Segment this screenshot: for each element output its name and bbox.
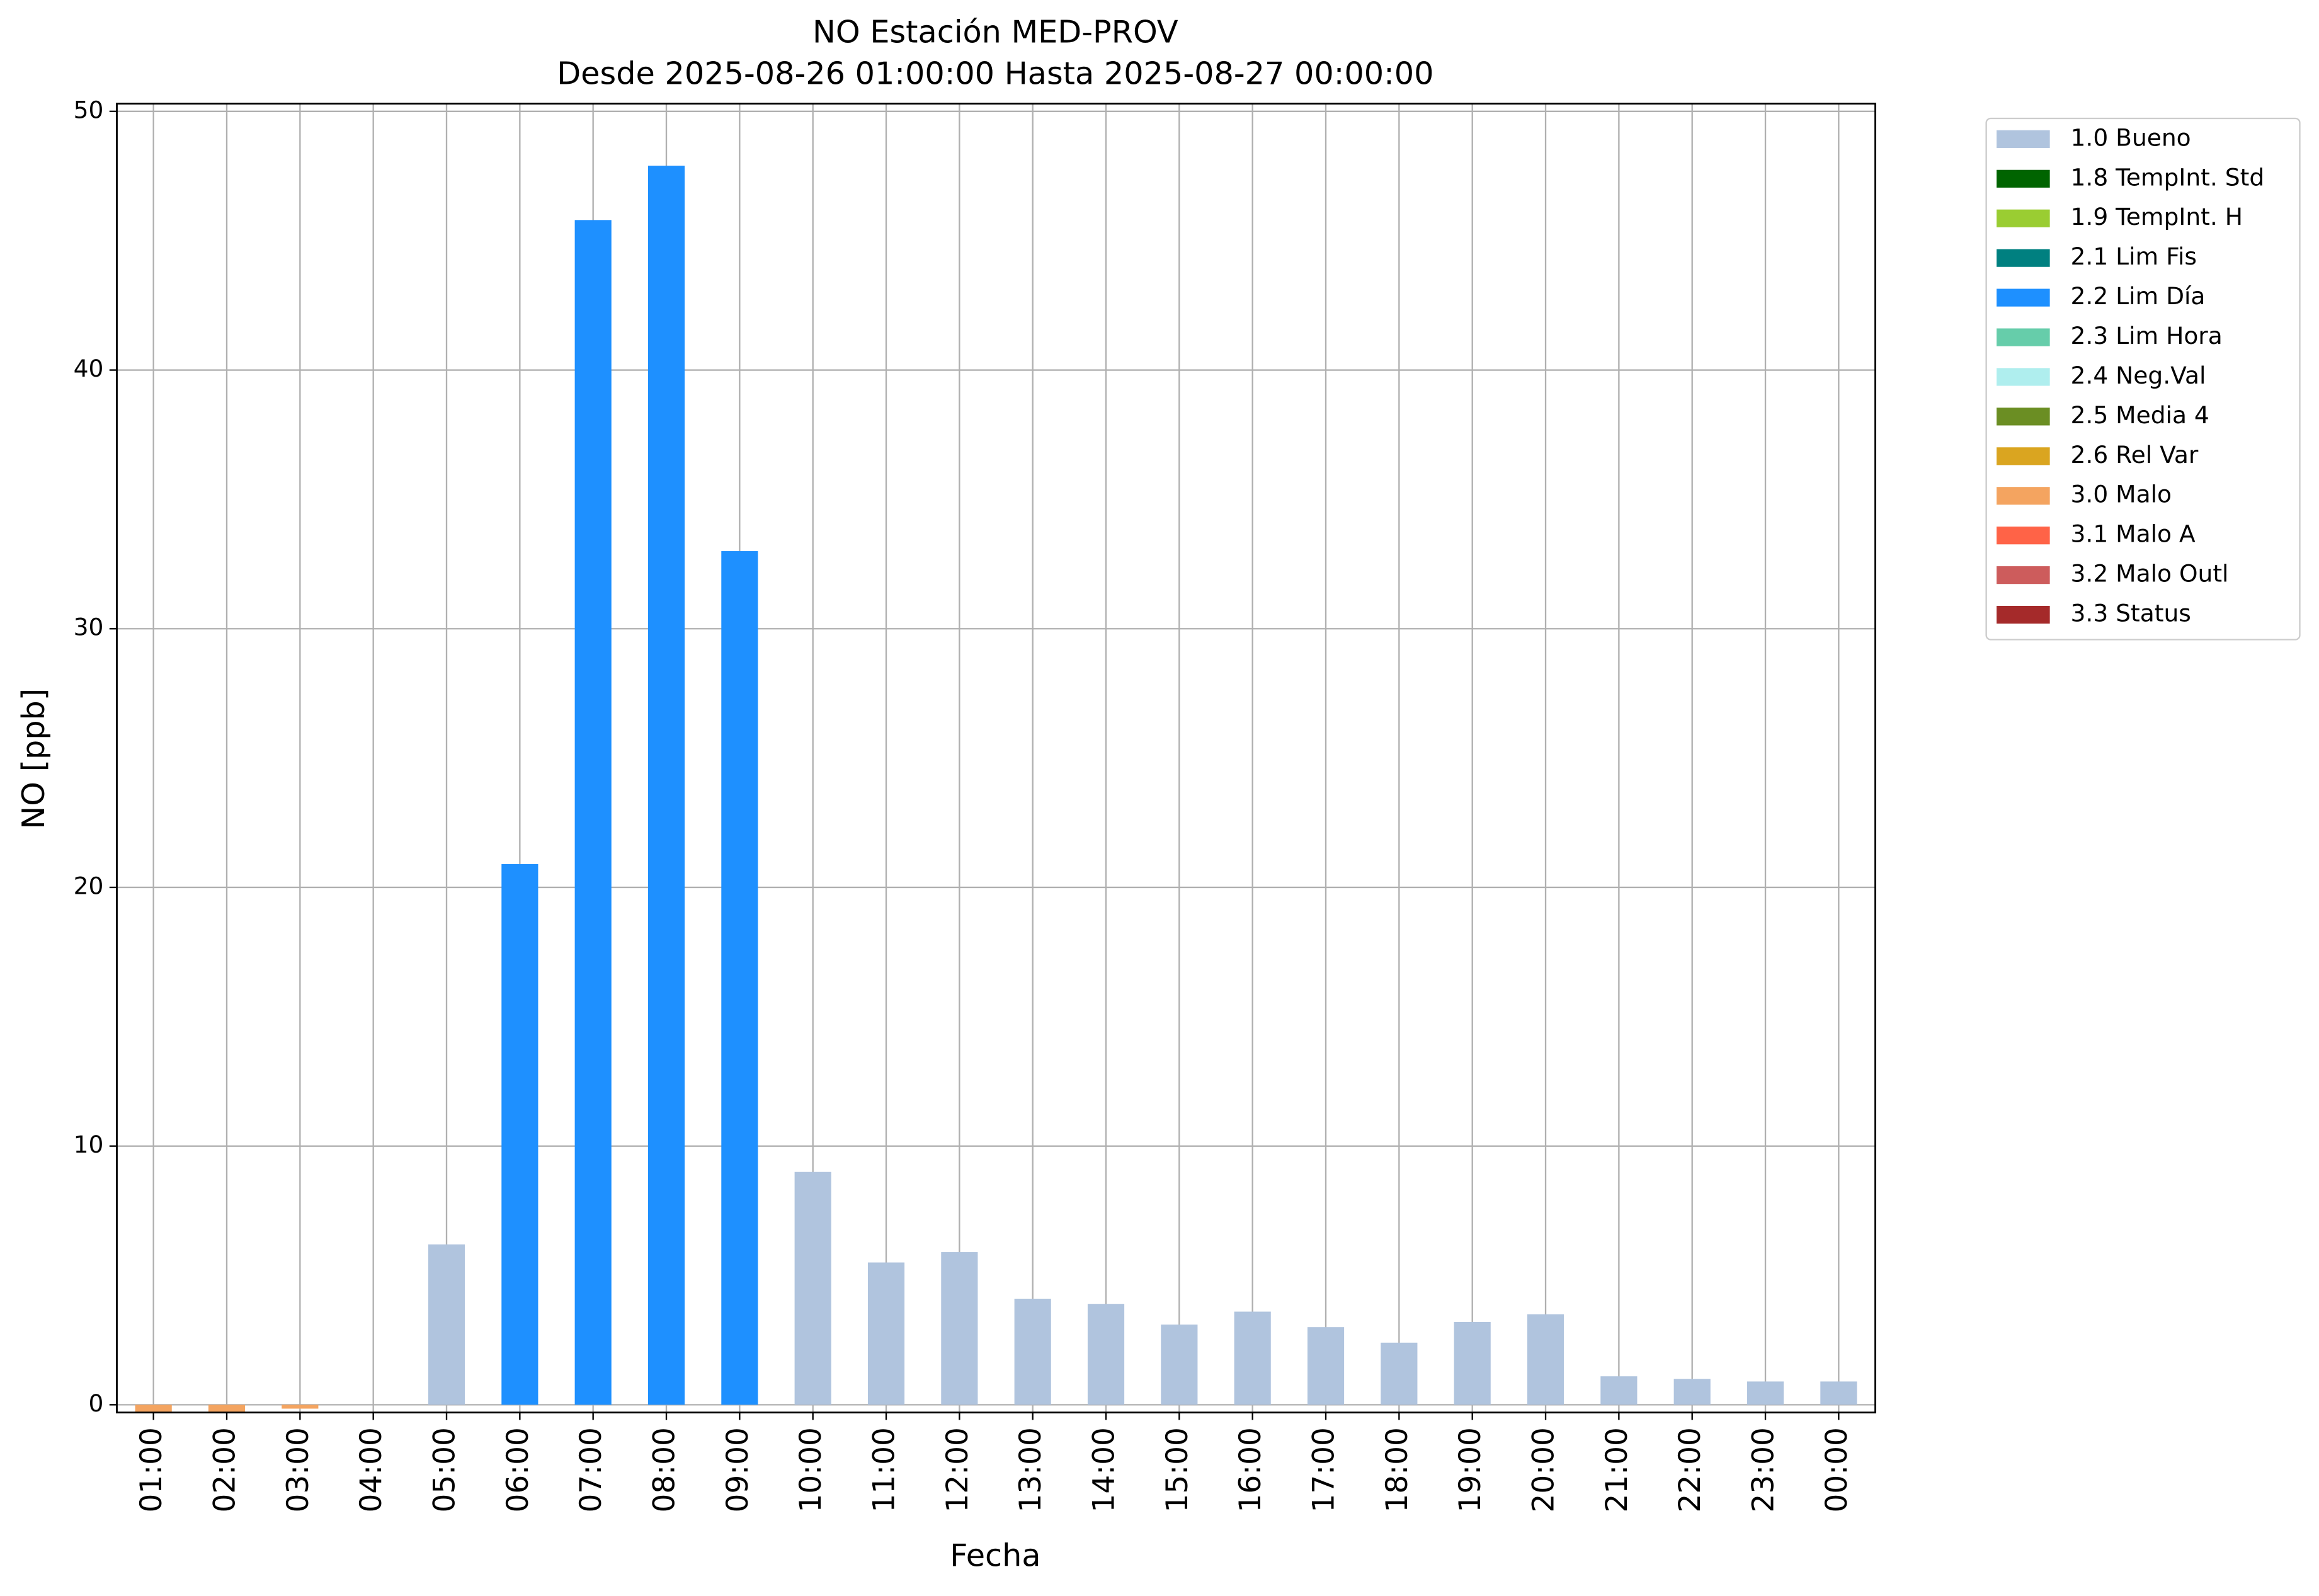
- chart-title: NO Estación MED-PROV: [812, 14, 1178, 50]
- legend-label: 3.1 Malo A: [2071, 520, 2196, 548]
- legend-label: 2.3 Lim Hora: [2071, 322, 2223, 350]
- legend-swatch: [1997, 447, 2050, 465]
- x-tick-label: 02:00: [208, 1427, 242, 1512]
- bar: [941, 1252, 978, 1405]
- legend-swatch: [1997, 130, 2050, 148]
- x-tick-label: 08:00: [647, 1427, 682, 1512]
- legend-swatch: [1997, 408, 2050, 426]
- bar: [647, 166, 685, 1405]
- legend-swatch: [1997, 328, 2050, 346]
- bar: [1454, 1321, 1491, 1405]
- bar: [1381, 1342, 1418, 1405]
- x-tick-label: 03:00: [281, 1427, 316, 1512]
- x-tick-label: 17:00: [1307, 1427, 1342, 1512]
- legend-swatch: [1997, 566, 2050, 584]
- y-tick-label: 30: [74, 613, 104, 641]
- legend-label: 1.8 TempInt. Std: [2071, 163, 2265, 191]
- bar: [574, 220, 612, 1405]
- x-tick-label: 06:00: [501, 1427, 535, 1512]
- x-tick-label: 10:00: [794, 1427, 828, 1512]
- y-axis-label: NO [ppb]: [15, 688, 52, 829]
- x-tick-label: 18:00: [1380, 1427, 1415, 1512]
- x-tick-label: 19:00: [1453, 1427, 1488, 1512]
- bar: [1600, 1376, 1638, 1405]
- y-tick-label: 20: [74, 872, 104, 899]
- bar: [501, 864, 538, 1405]
- bar: [1161, 1325, 1198, 1405]
- bar: [1527, 1314, 1564, 1405]
- x-tick-label: 00:00: [1820, 1427, 1854, 1512]
- bar: [1307, 1327, 1345, 1405]
- legend-label: 3.3 Status: [2071, 600, 2191, 627]
- legend-box: [1985, 117, 2301, 641]
- legend-label: 2.5 Media 4: [2071, 401, 2209, 429]
- legend-swatch: [1997, 169, 2050, 188]
- bar: [135, 1405, 172, 1413]
- legend-swatch: [1997, 368, 2050, 386]
- y-tick-label: 10: [74, 1131, 104, 1158]
- legend-label: 3.0 Malo: [2071, 481, 2172, 508]
- x-tick-label: 20:00: [1527, 1427, 1561, 1512]
- bar: [428, 1244, 465, 1405]
- bar: [1014, 1298, 1051, 1405]
- x-tick-label: 13:00: [1013, 1427, 1048, 1512]
- x-tick-label: 05:00: [428, 1427, 462, 1512]
- legend-label: 2.6 Rel Var: [2071, 441, 2199, 469]
- legend-swatch: [1997, 527, 2050, 545]
- legend-label: 1.0 Bueno: [2071, 123, 2191, 151]
- legend-label: 2.4 Neg.Val: [2071, 362, 2206, 389]
- bar: [794, 1171, 831, 1405]
- legend-swatch: [1997, 487, 2050, 505]
- legend-swatch: [1997, 605, 2050, 624]
- y-tick-label: 40: [74, 355, 104, 382]
- y-tick-label: 50: [74, 96, 104, 123]
- x-tick-label: 22:00: [1673, 1427, 1707, 1512]
- x-tick-label: 04:00: [354, 1427, 389, 1512]
- bar: [282, 1405, 319, 1409]
- x-tick-label: 16:00: [1233, 1427, 1268, 1512]
- bar: [1746, 1381, 1784, 1405]
- legend-swatch: [1997, 249, 2050, 267]
- plot-frame: [116, 103, 1876, 1414]
- x-tick-label: 14:00: [1087, 1427, 1122, 1512]
- bar: [867, 1262, 905, 1405]
- legend-label: 3.2 Malo Outl: [2071, 560, 2229, 588]
- bar: [1820, 1381, 1857, 1405]
- legend-label: 2.2 Lim Día: [2071, 282, 2206, 310]
- chart-subtitle: Desde 2025-08-26 01:00:00 Hasta 2025-08-…: [557, 55, 1433, 91]
- legend-swatch: [1997, 209, 2050, 227]
- x-tick-label: 23:00: [1746, 1427, 1781, 1512]
- bar: [1234, 1311, 1271, 1405]
- x-axis-label: Fecha: [950, 1537, 1041, 1573]
- x-tick-label: 21:00: [1600, 1427, 1634, 1512]
- x-tick-label: 12:00: [940, 1427, 975, 1512]
- x-tick-label: 15:00: [1160, 1427, 1195, 1512]
- x-tick-label: 01:00: [134, 1427, 169, 1512]
- y-tick-label: 0: [88, 1389, 103, 1417]
- legend-label: 2.1 Lim Fis: [2071, 242, 2197, 270]
- x-tick-label: 07:00: [574, 1427, 608, 1512]
- legend-label: 1.9 TempInt. H: [2071, 203, 2243, 231]
- bar: [1087, 1304, 1125, 1405]
- bar: [721, 551, 758, 1405]
- x-tick-label: 11:00: [867, 1427, 902, 1512]
- bar: [1673, 1379, 1711, 1405]
- legend-swatch: [1997, 288, 2050, 307]
- x-tick-label: 09:00: [721, 1427, 755, 1512]
- bar: [208, 1405, 246, 1413]
